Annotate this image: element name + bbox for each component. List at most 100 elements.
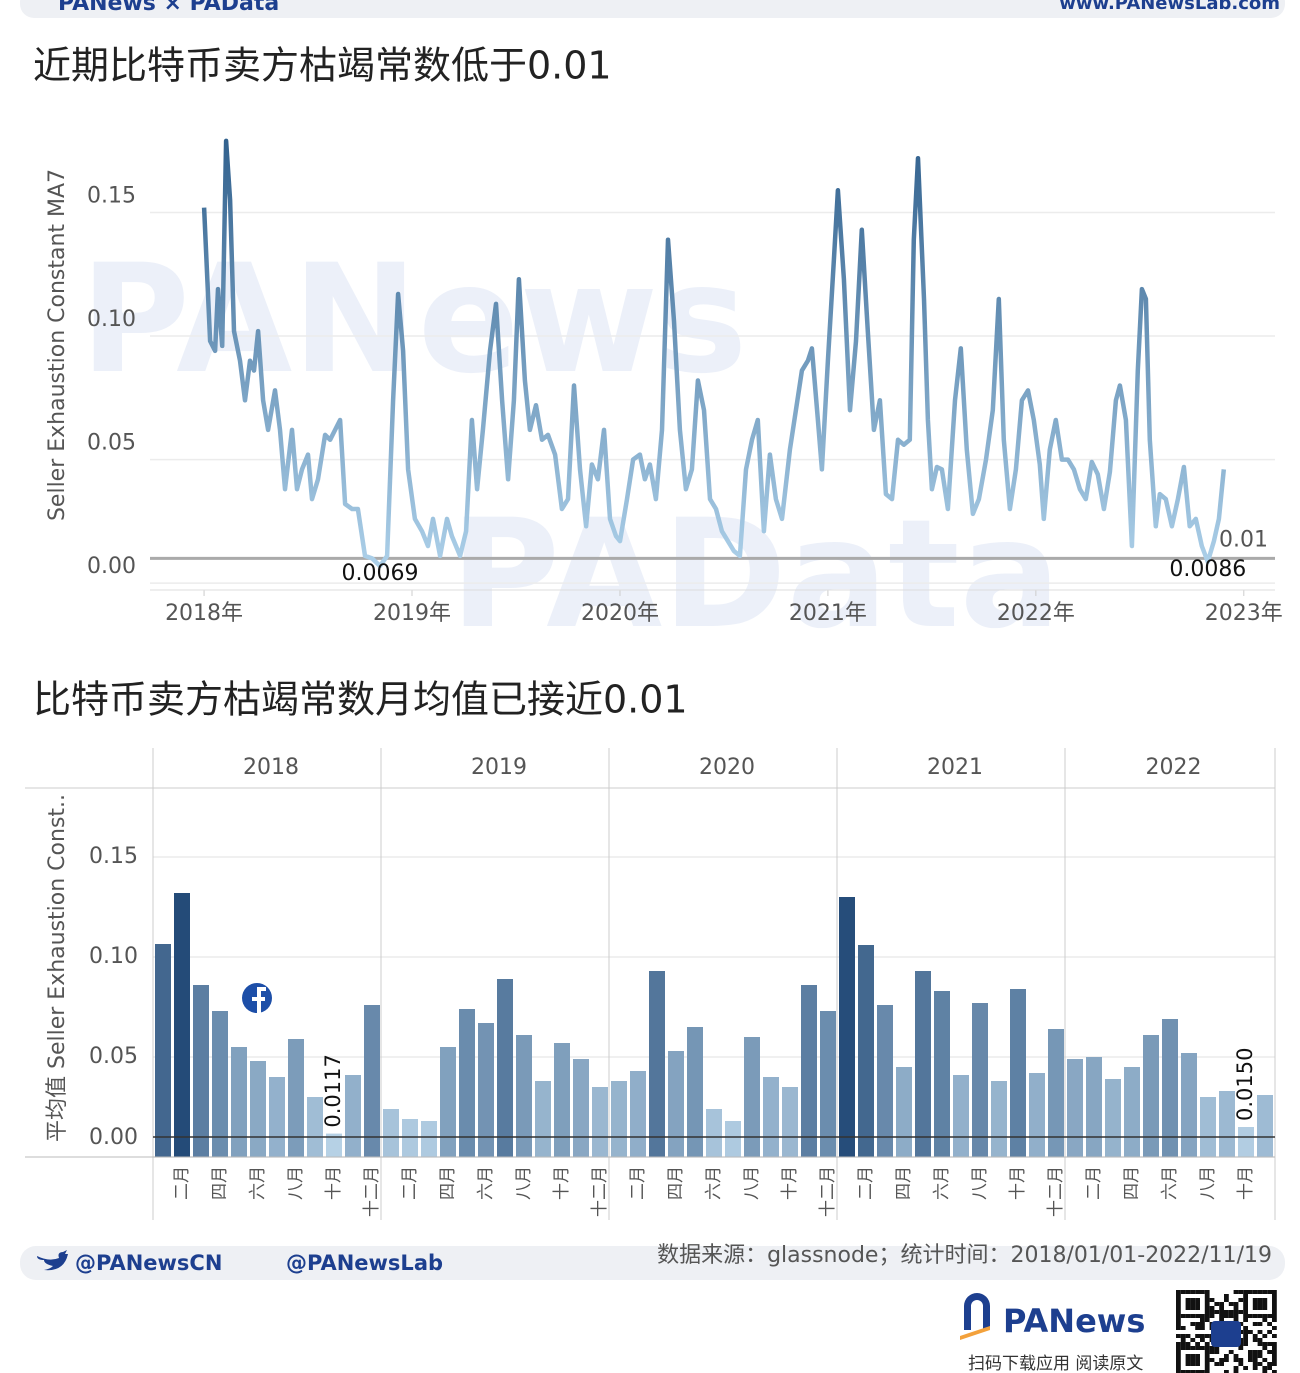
qr-cell: [1257, 1362, 1263, 1366]
qr-cell: [1195, 1370, 1200, 1373]
qr-cell: [1180, 1314, 1186, 1318]
footer-band: [20, 1246, 1285, 1280]
qr-cell: [1176, 1322, 1181, 1326]
qr-cell: [1248, 1350, 1253, 1354]
bar: [326, 1133, 342, 1157]
facet-label: 2018: [243, 755, 299, 780]
value-label: 0.0150: [1233, 1048, 1257, 1121]
x-tick-label: 十月: [1236, 1166, 1256, 1200]
bar: [345, 1075, 361, 1157]
x-tick-label: 2022年: [997, 601, 1075, 626]
bar: [611, 1081, 627, 1157]
bar: [1067, 1059, 1083, 1157]
qr-cell: [1272, 1354, 1277, 1358]
qr-cell: [1267, 1322, 1272, 1326]
bar: [744, 1037, 760, 1157]
qr-cell: [1200, 1326, 1205, 1330]
x-tick-label: 2018年: [165, 601, 243, 626]
x-tick-label: 二月: [856, 1166, 876, 1200]
qr-cell: [1228, 1350, 1234, 1354]
qr-cell: [1233, 1310, 1239, 1314]
qr-cell: [1233, 1366, 1239, 1370]
qr-cell: [1248, 1358, 1253, 1362]
qr-cell: [1200, 1338, 1205, 1342]
qr-cell: [1243, 1366, 1248, 1370]
qr-cell: [1224, 1294, 1229, 1298]
qr-cell: [1176, 1354, 1181, 1358]
bar: [174, 893, 190, 1157]
y-tick-label: 0.10: [89, 944, 138, 969]
x-tick-label: 2023年: [1205, 601, 1283, 626]
qr-cell: [1209, 1346, 1215, 1350]
qr-cell: [1185, 1334, 1191, 1338]
qr-cell: [1262, 1342, 1268, 1346]
qr-cell: [1185, 1362, 1191, 1366]
qr-cell: [1233, 1306, 1239, 1310]
footer-handle: @PANewsLab: [286, 1251, 443, 1275]
x-tick-label: 六月: [932, 1166, 952, 1200]
qr-cell: [1272, 1294, 1277, 1298]
x-tick-label: 二月: [628, 1166, 648, 1200]
qr-cell: [1185, 1342, 1191, 1346]
qr-cell: [1180, 1290, 1186, 1294]
bar: [193, 985, 209, 1157]
bar: [421, 1121, 437, 1157]
qr-cell: [1190, 1314, 1196, 1318]
qr-cell: [1195, 1342, 1200, 1346]
bar: [1162, 1019, 1178, 1157]
bar: [1105, 1079, 1121, 1157]
qr-code: [1176, 1290, 1277, 1373]
bar: [687, 1027, 703, 1157]
watermark: PANews: [80, 233, 747, 407]
qr-cell: [1209, 1298, 1215, 1302]
bar: [801, 985, 817, 1157]
qr-cell: [1262, 1318, 1268, 1322]
qr-cell: [1267, 1350, 1272, 1354]
facet-label: 2021: [927, 755, 983, 780]
bar: [1086, 1057, 1102, 1157]
logo-icon: [960, 1293, 990, 1340]
bar: [573, 1059, 589, 1157]
qr-cell: [1190, 1370, 1196, 1373]
qr-cell: [1204, 1314, 1210, 1318]
qr-cell: [1243, 1330, 1248, 1334]
bar: [554, 1043, 570, 1157]
qr-cell: [1204, 1334, 1210, 1338]
bar: [231, 1047, 247, 1157]
bar: [915, 971, 931, 1157]
facet-label: 2019: [471, 755, 527, 780]
qr-cell: [1233, 1318, 1239, 1322]
qr-cell: [1272, 1334, 1277, 1338]
chart-title: 比特币卖方枯竭常数月均值已接近0.01: [33, 678, 688, 722]
qr-cell: [1238, 1298, 1244, 1302]
qr-cell: [1262, 1298, 1268, 1302]
y-tick-label: 0.05: [89, 1044, 138, 1069]
x-tick-label: 六月: [704, 1166, 724, 1200]
qr-cell: [1195, 1334, 1200, 1338]
qr-cell: [1262, 1302, 1268, 1306]
qr-cell: [1252, 1338, 1258, 1342]
x-tick-label: 十月: [324, 1166, 344, 1200]
qr-cell: [1190, 1362, 1196, 1366]
bar: [858, 945, 874, 1157]
qr-cell: [1248, 1290, 1253, 1294]
x-tick-label: 八月: [286, 1166, 306, 1200]
qr-cell: [1195, 1306, 1200, 1310]
qr-cell: [1200, 1318, 1205, 1322]
qr-cell: [1272, 1346, 1277, 1350]
watermark: PAData: [450, 488, 1061, 662]
y-axis-label: 平均值 Seller Exhaustion Const..: [45, 794, 70, 1142]
qr-cell: [1204, 1354, 1210, 1358]
bar: [440, 1047, 456, 1157]
qr-cell: [1204, 1306, 1210, 1310]
qr-cell: [1195, 1354, 1200, 1358]
qr-cell: [1219, 1358, 1224, 1362]
qr-cell: [1257, 1330, 1263, 1334]
bar: [1257, 1095, 1273, 1157]
bar: [877, 1005, 893, 1157]
bar: [1238, 1127, 1254, 1157]
qr-cell: [1252, 1322, 1258, 1326]
qr-cell: [1195, 1302, 1200, 1306]
qr-cell: [1262, 1306, 1268, 1310]
qr-cell: [1176, 1342, 1181, 1346]
